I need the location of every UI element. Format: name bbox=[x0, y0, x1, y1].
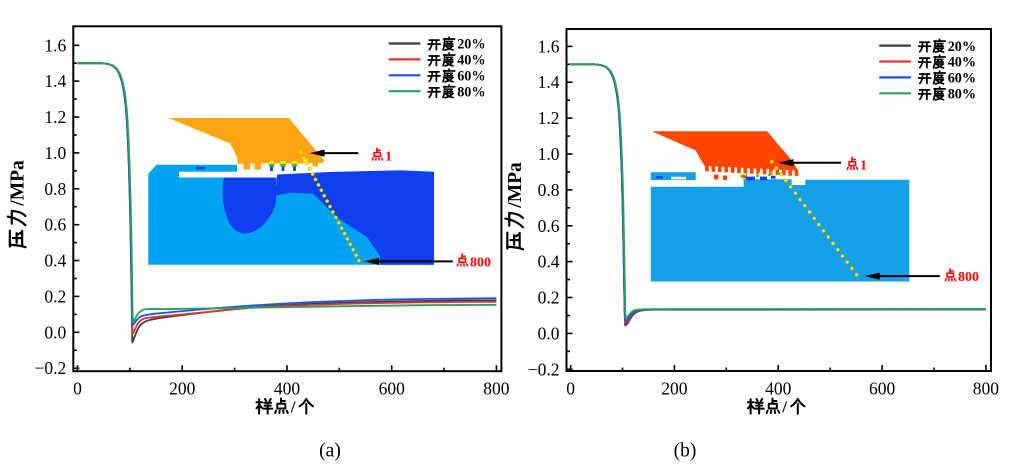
svg-text:800: 800 bbox=[470, 255, 491, 270]
svg-text:80%: 80% bbox=[457, 84, 485, 100]
svg-text:1.4: 1.4 bbox=[44, 71, 66, 91]
svg-text:1.2: 1.2 bbox=[538, 108, 560, 128]
svg-text:0.2: 0.2 bbox=[538, 288, 560, 308]
svg-text:0.4: 0.4 bbox=[44, 251, 66, 271]
svg-text:400: 400 bbox=[274, 379, 301, 399]
svg-text:40%: 40% bbox=[457, 53, 485, 69]
svg-text:800: 800 bbox=[958, 270, 979, 285]
svg-text:600: 600 bbox=[869, 379, 896, 399]
svg-text:0: 0 bbox=[73, 379, 82, 399]
svg-text:0.2: 0.2 bbox=[44, 286, 66, 306]
svg-text:1.0: 1.0 bbox=[44, 143, 66, 163]
svg-text:20%: 20% bbox=[457, 37, 485, 53]
svg-text:1.4: 1.4 bbox=[538, 72, 560, 92]
svg-text:0.6: 0.6 bbox=[538, 216, 560, 236]
svg-text:0.8: 0.8 bbox=[538, 180, 560, 200]
svg-text:0.8: 0.8 bbox=[44, 179, 66, 199]
svg-text:1.0: 1.0 bbox=[538, 144, 560, 164]
svg-text:200: 200 bbox=[169, 379, 196, 399]
svg-text:800: 800 bbox=[973, 379, 1000, 399]
svg-text:1.2: 1.2 bbox=[44, 107, 66, 127]
svg-text:(a): (a) bbox=[319, 441, 341, 462]
svg-text:1: 1 bbox=[860, 159, 867, 174]
svg-text:−0.2: −0.2 bbox=[528, 359, 560, 379]
svg-text:600: 600 bbox=[379, 379, 406, 399]
svg-text:60%: 60% bbox=[457, 69, 485, 85]
svg-text:0.0: 0.0 bbox=[44, 322, 66, 342]
svg-text:1: 1 bbox=[385, 149, 392, 164]
svg-text:800: 800 bbox=[483, 379, 510, 399]
svg-text:−0.2: −0.2 bbox=[35, 358, 67, 378]
svg-text:0.6: 0.6 bbox=[44, 215, 66, 235]
svg-text:/MPa: /MPa bbox=[505, 162, 526, 209]
svg-text:1.6: 1.6 bbox=[44, 35, 66, 55]
svg-text:0: 0 bbox=[566, 379, 575, 399]
svg-text:80%: 80% bbox=[948, 87, 976, 103]
svg-text:1.6: 1.6 bbox=[538, 36, 560, 56]
svg-text:/: / bbox=[290, 397, 296, 416]
svg-text:200: 200 bbox=[661, 379, 688, 399]
svg-text:60%: 60% bbox=[948, 71, 976, 87]
svg-text:/MPa: /MPa bbox=[8, 160, 29, 207]
svg-text:40%: 40% bbox=[948, 55, 976, 71]
svg-text:400: 400 bbox=[765, 379, 792, 399]
svg-text:20%: 20% bbox=[948, 39, 976, 55]
svg-text:0.0: 0.0 bbox=[538, 323, 560, 343]
svg-text:(b): (b) bbox=[674, 441, 697, 462]
svg-text:0.4: 0.4 bbox=[538, 252, 560, 272]
svg-text:/: / bbox=[781, 397, 787, 416]
